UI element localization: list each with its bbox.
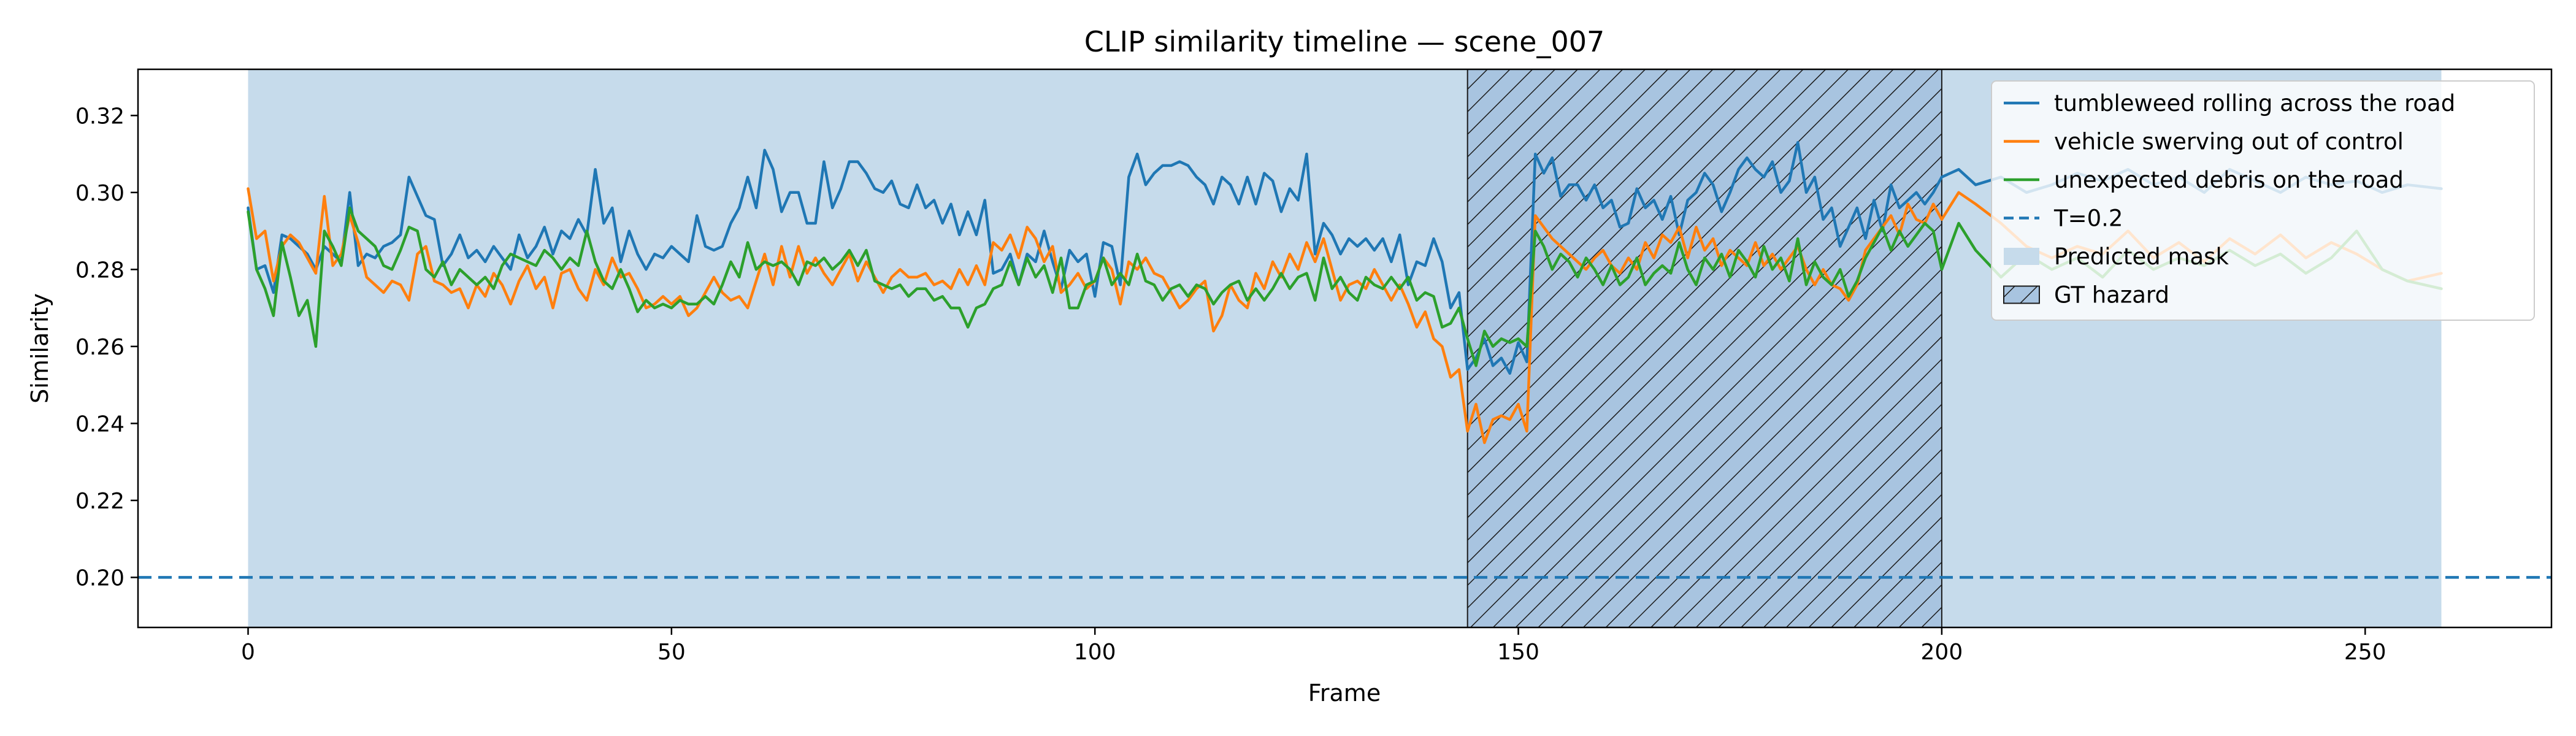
x-axis-title: Frame: [1308, 680, 1381, 707]
legend-box: [1991, 80, 2535, 321]
legend: tumbleweed rolling across the road vehicl…: [1991, 80, 2535, 321]
axes: 0 50 100 150 200 250 0.20 0.22 0.24 0.26 0.28 0.30 0…: [75, 68, 2553, 665]
y-tick-label: 0.32: [75, 104, 125, 129]
legend-predicted-mask: Predicted mask: [2004, 243, 2229, 270]
x-tick-label: 100: [1074, 640, 1116, 665]
chart-title: CLIP similarity timeline — scene_007: [1084, 25, 1605, 58]
plot-frame: [137, 68, 2553, 629]
legend-series-2: vehicle swerving out of control: [2004, 129, 2404, 155]
legend-threshold: T=0.2: [2004, 205, 2123, 232]
series-line-1: [247, 140, 2443, 375]
legend-label: GT hazard: [2054, 282, 2169, 309]
legend-gt-hazard: GT hazard: [2003, 282, 2169, 309]
y-tick-label: 0.26: [75, 335, 125, 360]
x-tick-label: 200: [1921, 640, 1963, 665]
x-tick-label: 50: [657, 640, 686, 665]
y-tick-label: 0.24: [75, 412, 125, 437]
y-tick-label: 0.28: [75, 258, 125, 283]
series-line-3: [247, 206, 2443, 367]
legend-label: unexpected debris on the road: [2054, 167, 2404, 193]
legend-swatch: [2003, 285, 2040, 304]
gt-hazard-band: [1466, 69, 1942, 627]
legend-series-1: tumbleweed rolling across the road: [2004, 90, 2455, 117]
y-tick-label: 0.30: [75, 181, 125, 206]
legend-series-3: unexpected debris on the road: [2004, 167, 2404, 193]
x-tick-label: 0: [241, 640, 255, 665]
x-tick-label: 150: [1497, 640, 1539, 665]
legend-swatch: [2004, 248, 2039, 265]
legend-label: Predicted mask: [2054, 243, 2229, 270]
y-tick-label: 0.20: [75, 565, 125, 591]
legend-label: vehicle swerving out of control: [2054, 129, 2404, 155]
x-tick-label: 250: [2344, 640, 2386, 665]
y-axis-title: Similarity: [26, 293, 53, 404]
legend-label: tumbleweed rolling across the road: [2054, 90, 2455, 117]
y-tick-label: 0.22: [75, 489, 125, 514]
legend-label: T=0.2: [2053, 205, 2123, 232]
